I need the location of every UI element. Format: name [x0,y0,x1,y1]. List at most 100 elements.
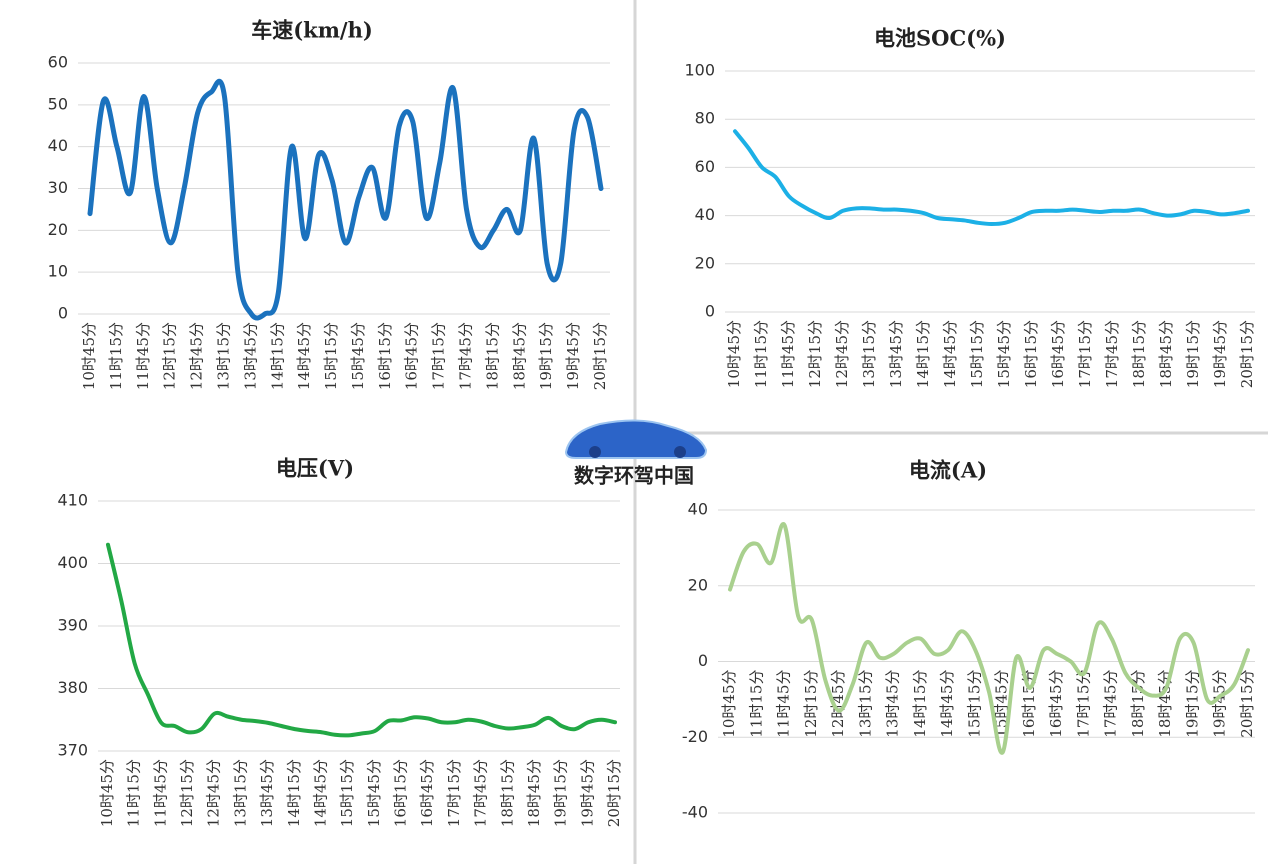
x-tick-label: 16时15分 [376,322,394,390]
x-tick-label: 16时45分 [418,759,436,827]
x-tick-label: 18时15分 [498,759,516,827]
x-tick-label: 14时15分 [268,322,286,390]
x-tick-label: 15时15分 [965,670,983,738]
chart-title: 电流(A) [909,458,987,483]
y-tick-label: 390 [57,616,88,635]
chart-panel: 电压(V) 370 380 390 400 410 10时45分 11时15分 11时45分 12… [57,456,623,828]
x-tick-label: 11时15分 [107,322,125,390]
x-tick-label: 11时45分 [779,320,797,388]
x-tick-label: 17时45分 [1102,670,1120,738]
x-tick-label: 13时45分 [258,759,276,827]
x-tick-label: 13时15分 [231,759,249,827]
data-line [733,129,1250,227]
chart-panel: 车速(km/h) 0 10 20 30 40 50 60 10时45分 11时15分 11时45分 1… [48,18,610,390]
y-tick-label: 40 [695,205,715,224]
y-tick-label: 10 [48,262,68,281]
y-tick-label: 410 [57,491,88,510]
logo: 数字环驾中国 [564,419,708,488]
x-tick-label: 10时45分 [98,759,116,827]
x-tick-label: 14时45分 [295,322,313,390]
y-tick-label: 80 [695,109,715,128]
x-tick-label: 15时15分 [968,320,986,388]
x-tick-label: 12时15分 [806,320,824,388]
x-tick-label: 17时45分 [1103,320,1121,388]
x-tick-label: 19时15分 [1184,320,1202,388]
chart-title: 电池SOC(%) [874,26,1006,51]
y-tick-label: 0 [698,651,708,670]
x-tick-label: 10时45分 [725,320,743,388]
x-tick-label: 20时15分 [605,759,623,827]
y-tick-label: 30 [48,178,68,197]
x-tick-label: 15时45分 [349,322,367,390]
y-tick-label: 100 [684,61,715,80]
x-tick-label: 11时45分 [134,322,152,390]
x-tick-label: 15时45分 [365,759,383,827]
y-tick-label: 20 [688,575,708,594]
x-tick-label: 11时45分 [775,670,793,738]
x-tick-label: 14时45分 [941,320,959,388]
x-tick-label: 19时15分 [552,759,570,827]
data-line [87,78,604,321]
x-tick-label: 19时45分 [1211,670,1229,738]
chart-panel: 电流(A) -40 -20 0 20 40 10时45分 11时15分 11时45分 12时15分… [682,458,1256,822]
x-tick-label: 16时15分 [1022,320,1040,388]
x-tick-label: 17时15分 [430,322,448,390]
x-tick-label: 17时15分 [445,759,463,827]
x-tick-label: 11时15分 [752,320,770,388]
x-tick-label: 14时15分 [914,320,932,388]
x-tick-label: 12时15分 [161,322,179,390]
y-tick-label: 40 [688,500,708,519]
x-tick-label: 10时45分 [80,322,98,390]
x-tick-label: 20时15分 [1238,320,1256,388]
x-tick-label: 12时45分 [205,759,223,827]
x-tick-label: 11时45分 [151,759,169,827]
y-tick-label: 20 [48,220,68,239]
y-tick-label: -40 [682,803,708,822]
x-tick-label: 20时15分 [1238,670,1256,738]
x-tick-label: 18时15分 [1130,320,1148,388]
y-tick-label: 370 [57,741,88,760]
x-tick-label: 14时15分 [911,670,929,738]
x-tick-label: 19时45分 [564,322,582,390]
x-tick-label: 11时15分 [125,759,143,827]
x-tick-label: 18时45分 [525,759,543,827]
chart-title: 车速(km/h) [251,18,373,43]
x-tick-label: 19时45分 [1211,320,1229,388]
y-tick-label: 60 [48,53,68,72]
x-tick-label: 13时15分 [214,322,232,390]
x-tick-label: 15时15分 [322,322,340,390]
x-tick-label: 17时45分 [472,759,490,827]
y-tick-label: 0 [58,304,68,323]
x-tick-label: 12时15分 [802,670,820,738]
y-tick-label: 400 [57,553,88,572]
x-tick-label: 19时45分 [578,759,596,827]
x-tick-label: 14时15分 [285,759,303,827]
data-line [728,522,1250,755]
x-tick-label: 18时15分 [483,322,501,390]
x-tick-label: 18时45分 [510,322,528,390]
x-tick-label: 17时45分 [457,322,475,390]
y-tick-label: 60 [695,157,715,176]
x-tick-label: 13时45分 [884,670,902,738]
x-tick-label: 17时15分 [1074,670,1092,738]
x-tick-label: 15时15分 [338,759,356,827]
x-tick-label: 16时45分 [403,322,421,390]
y-tick-label: 20 [695,253,715,272]
watermark-text: 数字环驾中国 [574,464,694,488]
x-tick-label: 16时45分 [1047,670,1065,738]
x-tick-label: 16时45分 [1049,320,1067,388]
y-tick-label: 50 [48,94,68,113]
y-tick-label: 0 [705,302,715,321]
x-tick-label: 14时45分 [938,670,956,738]
x-tick-label: 15时45分 [995,320,1013,388]
x-tick-label: 10时45分 [720,670,738,738]
x-tick-label: 12时15分 [178,759,196,827]
x-tick-label: 17时15分 [1076,320,1094,388]
x-tick-label: 19时15分 [1183,670,1201,738]
x-tick-label: 20时15分 [591,322,609,390]
y-tick-label: -20 [682,727,708,746]
y-tick-label: 40 [48,136,68,155]
chart-panel: 电池SOC(%) 0 20 40 60 80 100 10时45分 11时15分 11时45分 12… [684,26,1256,389]
data-line [106,542,617,738]
